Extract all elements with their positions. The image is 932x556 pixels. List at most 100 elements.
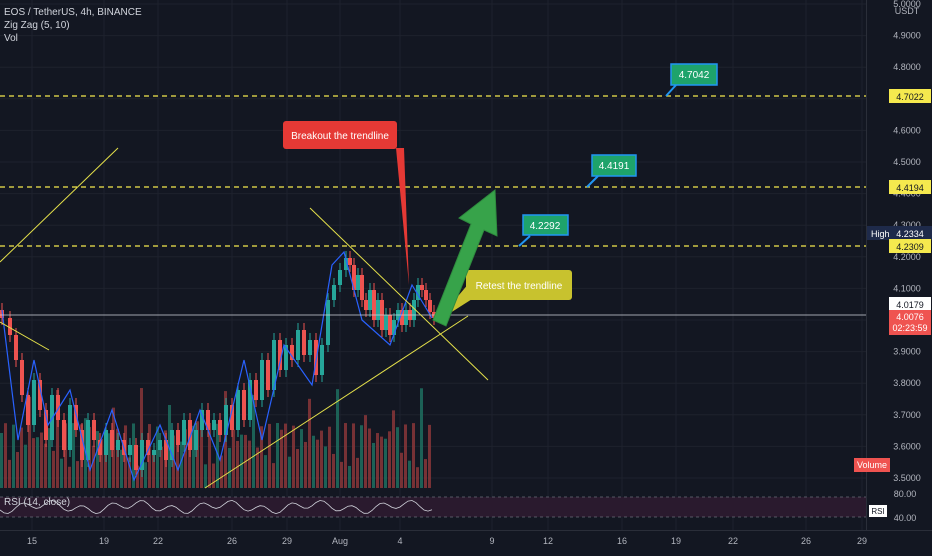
- candle-body[interactable]: [8, 318, 12, 335]
- up-arrow-icon[interactable]: [432, 189, 498, 327]
- candle-body[interactable]: [308, 340, 312, 355]
- candle-body[interactable]: [420, 285, 424, 290]
- candle-body[interactable]: [242, 390, 246, 420]
- candle-body[interactable]: [284, 345, 288, 370]
- volume-bar: [236, 440, 239, 488]
- candle-body[interactable]: [424, 290, 428, 300]
- price-axis[interactable]: USDT 5.00004.90004.80004.70004.60004.500…: [866, 0, 932, 530]
- candle-body[interactable]: [368, 290, 372, 310]
- candle-body[interactable]: [74, 405, 78, 430]
- candle-body[interactable]: [140, 440, 144, 470]
- time-axis[interactable]: 15 19 22 26 29 Aug 4 9 12 16 19 22 26 29: [0, 530, 932, 551]
- candle-body[interactable]: [134, 445, 138, 470]
- candle-body[interactable]: [356, 275, 360, 290]
- candle-body[interactable]: [170, 430, 174, 460]
- candle-body[interactable]: [212, 420, 216, 430]
- candle-body[interactable]: [62, 420, 66, 450]
- candle-body[interactable]: [416, 285, 420, 300]
- candle-body[interactable]: [352, 265, 356, 290]
- candle-body[interactable]: [266, 360, 270, 390]
- candle-body[interactable]: [248, 380, 252, 420]
- candle-body[interactable]: [332, 285, 336, 300]
- candle-body[interactable]: [392, 320, 396, 335]
- trendline-descending[interactable]: [309, 207, 489, 381]
- candle-body[interactable]: [236, 390, 240, 430]
- candle-body[interactable]: [360, 275, 364, 300]
- candle-body[interactable]: [68, 405, 72, 450]
- volume-legend[interactable]: Vol: [4, 33, 18, 44]
- candle-body[interactable]: [164, 440, 168, 460]
- candle-body[interactable]: [400, 310, 404, 325]
- candle-body[interactable]: [158, 440, 162, 450]
- trendline-left-lower[interactable]: [0, 321, 50, 351]
- candle-body[interactable]: [344, 258, 348, 270]
- candle-body[interactable]: [260, 360, 264, 400]
- candle-body[interactable]: [32, 380, 36, 425]
- zigzag-legend[interactable]: Zig Zag (5, 10): [4, 20, 70, 31]
- candle-body[interactable]: [320, 345, 324, 375]
- candle-body[interactable]: [296, 330, 300, 360]
- candle-body[interactable]: [254, 380, 258, 400]
- trendline-ascending[interactable]: [204, 315, 469, 489]
- candle-body[interactable]: [290, 345, 294, 360]
- breakout-callout[interactable]: [283, 121, 397, 149]
- candle-body[interactable]: [348, 258, 352, 265]
- candle-body[interactable]: [86, 420, 90, 460]
- candle-body[interactable]: [152, 450, 156, 455]
- candle-body[interactable]: [128, 445, 132, 455]
- target1-box[interactable]: [522, 214, 569, 236]
- candle-body[interactable]: [364, 300, 368, 310]
- price-tag-4-4194-text: 4.4194: [896, 183, 924, 193]
- candle-body[interactable]: [206, 410, 210, 430]
- candle-body[interactable]: [326, 300, 330, 345]
- price-tick-label: 3.6000: [893, 441, 921, 451]
- candle-body[interactable]: [182, 420, 186, 445]
- target3-box[interactable]: [670, 63, 718, 86]
- candle-body[interactable]: [188, 420, 192, 450]
- candle-body[interactable]: [428, 300, 432, 312]
- candle-body[interactable]: [92, 420, 96, 440]
- candle-body[interactable]: [384, 315, 388, 330]
- candle-body[interactable]: [388, 315, 392, 335]
- volume-bar: [372, 442, 375, 488]
- symbol-title[interactable]: EOS / TetherUS, 4h, BINANCE: [4, 7, 142, 18]
- candle-body[interactable]: [56, 395, 60, 420]
- rsi-line[interactable]: [0, 499, 433, 515]
- price-tick-label: 4.1000: [893, 283, 921, 293]
- candle-body[interactable]: [26, 395, 30, 425]
- candle-body[interactable]: [218, 420, 222, 435]
- candle-body[interactable]: [14, 335, 18, 360]
- rsi-legend[interactable]: RSI (14, close): [4, 497, 71, 508]
- volume-bar: [16, 452, 19, 488]
- candle-body[interactable]: [272, 340, 276, 390]
- trendline-left-upper[interactable]: [0, 147, 119, 263]
- candle-body[interactable]: [146, 440, 150, 455]
- candle-body[interactable]: [116, 440, 120, 450]
- candle-body[interactable]: [224, 405, 228, 435]
- candle-body[interactable]: [38, 380, 42, 410]
- candle-body[interactable]: [278, 340, 282, 370]
- candle-body[interactable]: [412, 300, 416, 320]
- candle-body[interactable]: [376, 300, 380, 320]
- candle-body[interactable]: [104, 430, 108, 455]
- candle-body[interactable]: [302, 330, 306, 355]
- candle-body[interactable]: [338, 270, 342, 285]
- zigzag-line[interactable]: [1, 250, 433, 482]
- candle-body[interactable]: [50, 395, 54, 440]
- candle-body[interactable]: [176, 430, 180, 445]
- price-tag-4-7022: [889, 89, 931, 103]
- candle-body[interactable]: [20, 360, 24, 395]
- candle-body[interactable]: [98, 440, 102, 455]
- candle-body[interactable]: [200, 410, 204, 430]
- candle-body[interactable]: [404, 310, 408, 325]
- candle-body[interactable]: [110, 430, 114, 450]
- retest-callout[interactable]: [466, 270, 572, 300]
- candle-body[interactable]: [44, 410, 48, 440]
- candle-body[interactable]: [372, 290, 376, 320]
- candle-body[interactable]: [80, 430, 84, 460]
- candle-body[interactable]: [194, 430, 198, 450]
- candle-body[interactable]: [230, 405, 234, 430]
- target2-box[interactable]: [591, 154, 637, 177]
